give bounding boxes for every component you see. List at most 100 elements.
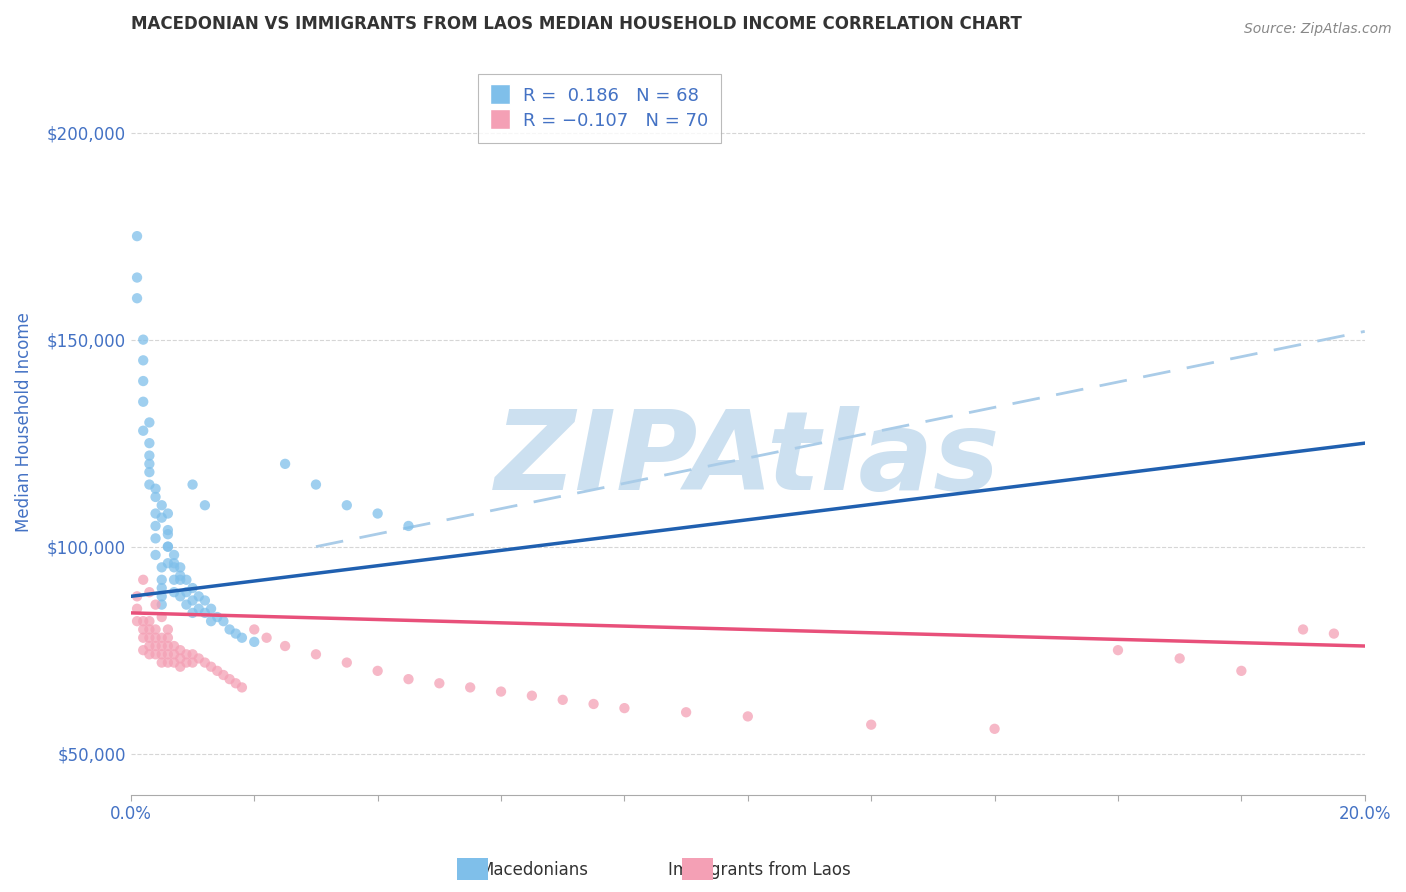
Point [367, 664, 389, 678]
Point [145, 507, 167, 521]
Point [150, 631, 173, 645]
Point [225, 626, 247, 640]
Point [169, 659, 191, 673]
Point [132, 394, 155, 409]
Point [1292, 623, 1315, 637]
Point [181, 593, 204, 607]
Point [181, 581, 204, 595]
Point [336, 656, 359, 670]
Text: Immigrants from Laos: Immigrants from Laos [668, 861, 851, 879]
Point [138, 631, 160, 645]
Point [163, 573, 186, 587]
Point [156, 648, 179, 662]
Point [163, 548, 186, 562]
Text: MACEDONIAN VS IMMIGRANTS FROM LAOS MEDIAN HOUSEHOLD INCOME CORRELATION CHART: MACEDONIAN VS IMMIGRANTS FROM LAOS MEDIA… [131, 15, 1022, 33]
Point [1323, 626, 1346, 640]
Point [207, 610, 229, 624]
Point [132, 333, 155, 347]
Y-axis label: Median Household Income: Median Household Income [15, 312, 32, 533]
Point [138, 465, 160, 479]
Point [194, 656, 217, 670]
Point [398, 519, 420, 533]
Point [218, 672, 240, 686]
Point [125, 229, 148, 244]
Point [125, 614, 148, 628]
Point [367, 507, 389, 521]
Point [150, 498, 173, 512]
Point [132, 573, 155, 587]
Point [256, 631, 278, 645]
Point [156, 656, 179, 670]
Point [156, 540, 179, 554]
Point [125, 291, 148, 305]
Point [138, 449, 160, 463]
Point [212, 614, 235, 628]
Point [212, 668, 235, 682]
Point [163, 556, 186, 570]
Point [207, 664, 229, 678]
Point [150, 573, 173, 587]
Point [132, 631, 155, 645]
Point [225, 676, 247, 690]
Point [582, 697, 605, 711]
Point [427, 676, 450, 690]
Point [274, 639, 297, 653]
Point [145, 482, 167, 496]
Point [187, 590, 209, 604]
Point [163, 639, 186, 653]
Text: Macedonians: Macedonians [479, 861, 589, 879]
Point [176, 573, 198, 587]
Point [138, 648, 160, 662]
Point [1168, 651, 1191, 665]
Point [187, 651, 209, 665]
Point [194, 498, 217, 512]
Point [145, 639, 167, 653]
Point [150, 598, 173, 612]
Point [176, 656, 198, 670]
Point [150, 590, 173, 604]
Point [181, 656, 204, 670]
Point [132, 374, 155, 388]
Point [125, 270, 148, 285]
Point [156, 639, 179, 653]
Point [551, 693, 574, 707]
Point [200, 659, 222, 673]
Point [145, 648, 167, 662]
Point [1230, 664, 1253, 678]
Point [163, 560, 186, 574]
Point [145, 532, 167, 546]
Point [132, 614, 155, 628]
Point [150, 656, 173, 670]
Point [169, 560, 191, 574]
Point [176, 585, 198, 599]
Point [132, 424, 155, 438]
Point [458, 681, 481, 695]
Point [231, 681, 253, 695]
Point [169, 590, 191, 604]
Point [336, 498, 359, 512]
Point [156, 507, 179, 521]
Point [132, 623, 155, 637]
Point [169, 651, 191, 665]
Point [675, 705, 697, 719]
Point [737, 709, 759, 723]
Point [150, 581, 173, 595]
Point [138, 639, 160, 653]
Point [138, 477, 160, 491]
Point [176, 598, 198, 612]
Point [138, 585, 160, 599]
Point [305, 648, 328, 662]
Point [150, 648, 173, 662]
Point [125, 601, 148, 615]
Point [138, 623, 160, 637]
Point [145, 598, 167, 612]
Point [132, 353, 155, 368]
Point [138, 436, 160, 450]
Point [613, 701, 636, 715]
Point [156, 540, 179, 554]
Point [520, 689, 543, 703]
Point [150, 639, 173, 653]
Point [145, 490, 167, 504]
Point [983, 722, 1005, 736]
Point [1107, 643, 1129, 657]
